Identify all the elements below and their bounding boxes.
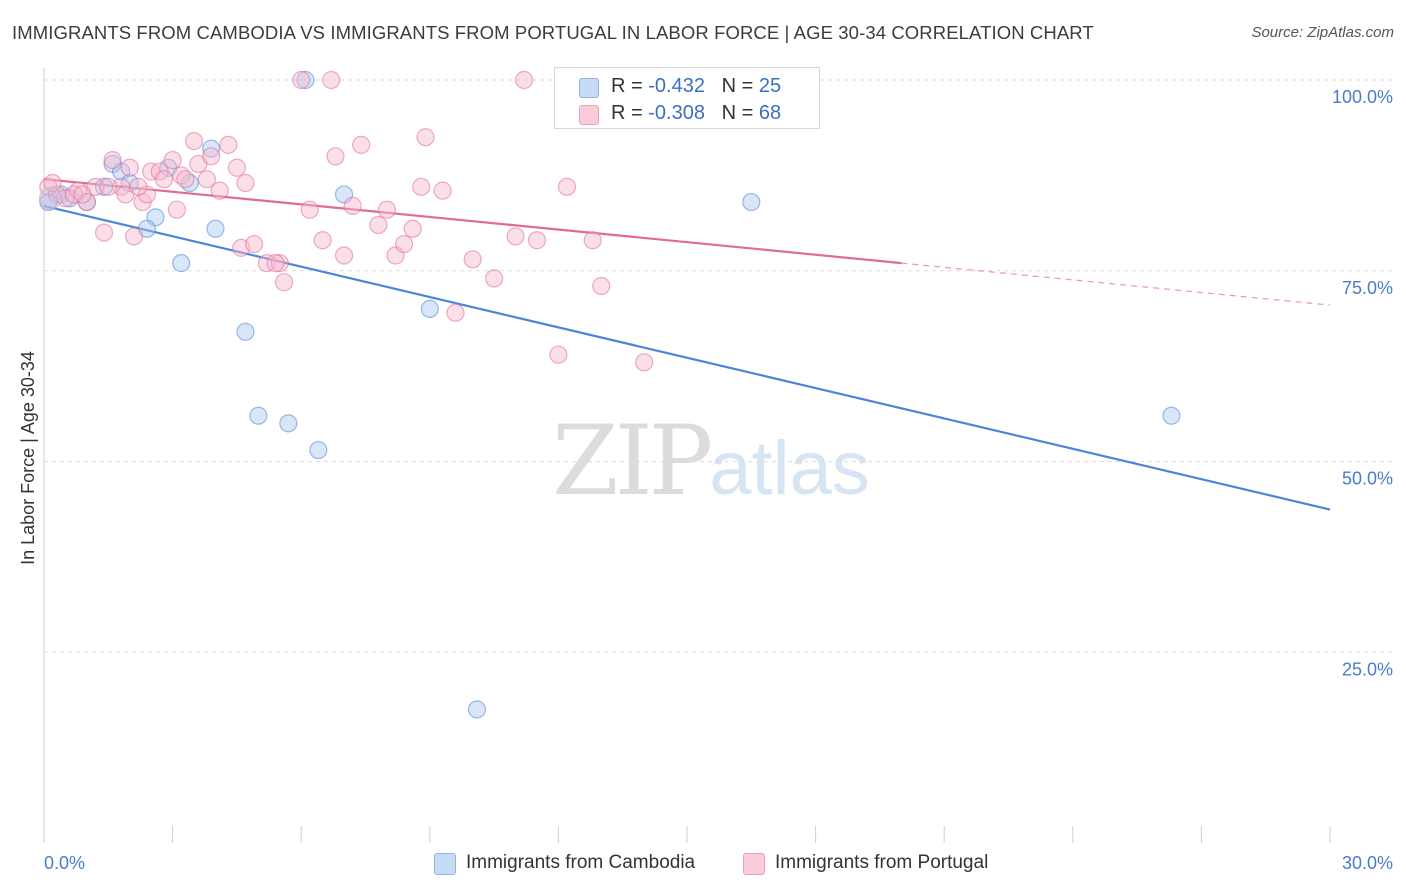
- chart-source: Source: ZipAtlas.com: [1251, 24, 1394, 41]
- n-value: 68: [758, 102, 782, 124]
- n-value: 25: [758, 75, 782, 97]
- legend-swatch-portugal: [579, 105, 599, 125]
- chart-title: IMMIGRANTS FROM CAMBODIA VS IMMIGRANTS F…: [12, 22, 1094, 43]
- cambodia-point: [202, 139, 221, 158]
- portugal-point: [219, 135, 238, 154]
- portugal-point: [274, 273, 294, 292]
- cambodia-point: [1162, 406, 1181, 425]
- portugal-point: [154, 170, 174, 189]
- series-swatch-portugal: [743, 853, 765, 875]
- r-label: R =: [611, 102, 649, 124]
- series-legend: Immigrants from Cambodia Immigrants from…: [0, 851, 1406, 879]
- portugal-point: [416, 128, 435, 147]
- series-label-cambodia: Immigrants from Cambodia: [466, 852, 696, 873]
- tick-labels: 25.0% 50.0% 75.0% 100.0% 0.0% 30.0% In Labor F…: [18, 87, 1393, 873]
- portugal-point: [403, 219, 422, 238]
- y-axis-title: In Labor Force | Age 30-34: [18, 351, 38, 565]
- portugal-point: [244, 234, 264, 254]
- portugal-point: [103, 151, 122, 170]
- r-label: R =: [611, 75, 649, 97]
- portugal-point: [369, 215, 388, 235]
- y-tick-label: 75.0%: [1342, 278, 1393, 298]
- portugal-point: [635, 353, 654, 372]
- portugal-point: [334, 246, 354, 265]
- portugal-point: [326, 147, 345, 166]
- portugal-point: [592, 276, 611, 296]
- n-label: N =: [721, 75, 759, 97]
- portugal-point: [394, 234, 414, 254]
- series-swatch-cambodia: [434, 853, 456, 875]
- portugal-point: [377, 200, 397, 219]
- cambodia-point: [120, 173, 139, 193]
- portugal-point: [129, 177, 148, 196]
- portugal-point: [197, 170, 216, 189]
- n-label: N =: [721, 102, 759, 124]
- portugal-point: [549, 345, 568, 364]
- cambodia-point: [279, 414, 298, 433]
- portugal-trend-extension: [901, 262, 1331, 306]
- cambodia-point: [296, 70, 315, 90]
- portugal-point: [270, 254, 289, 273]
- portugal-point: [506, 227, 525, 246]
- portugal-point: [266, 254, 285, 273]
- portugal-point: [322, 70, 341, 90]
- portugal-point: [163, 151, 182, 170]
- portugal-point: [73, 185, 92, 204]
- portugal-point: [583, 231, 602, 250]
- y-tick-label: 50.0%: [1342, 469, 1393, 489]
- portugal-point: [300, 200, 319, 219]
- portugal-point: [433, 181, 452, 200]
- cambodia-point: [249, 406, 268, 425]
- portugal-point: [313, 231, 332, 250]
- portugal-point: [463, 250, 482, 269]
- portugal-point: [94, 223, 114, 242]
- portugal-trend-line: [43, 178, 902, 265]
- portugal-point: [343, 196, 362, 215]
- portugal-point: [446, 303, 465, 322]
- y-tick-label: 25.0%: [1342, 659, 1393, 679]
- portugal-point: [120, 158, 139, 177]
- legend-stats-portugal: R = -0.308 N = 68: [611, 102, 781, 125]
- cluster-point: [38, 186, 62, 210]
- watermark: ZIPatlas: [552, 405, 870, 517]
- portugal-point: [352, 135, 371, 154]
- portugal-point: [527, 231, 547, 250]
- cambodia-point: [420, 299, 439, 318]
- cambodia-trend-line: [43, 204, 1331, 511]
- portugal-point: [99, 177, 118, 196]
- portugal-point: [184, 131, 204, 151]
- portugal-point: [515, 70, 534, 90]
- trend-lines: [43, 178, 1331, 511]
- r-value: -0.432: [648, 75, 705, 97]
- legend-swatch-cambodia: [579, 78, 599, 98]
- stats-legend: R = -0.432 N = 25 R = -0.308 N = 68: [554, 67, 820, 129]
- legend-stats-cambodia: R = -0.432 N = 25: [611, 75, 781, 98]
- portugal-point: [485, 269, 504, 288]
- portugal-point: [124, 227, 144, 246]
- r-value: -0.308: [648, 102, 705, 124]
- portugal-point: [210, 181, 229, 200]
- portugal-point: [236, 173, 255, 193]
- series-label-portugal: Immigrants from Portugal: [775, 852, 989, 873]
- portugal-point: [557, 177, 577, 196]
- y-tick-label: 100.0%: [1332, 87, 1393, 107]
- portugal-point: [227, 158, 246, 177]
- watermark-atlas: atlas: [709, 426, 870, 511]
- x-tick-label: 0.0%: [44, 853, 85, 873]
- data-points: [38, 70, 1181, 719]
- portugal-point: [176, 170, 195, 189]
- portugal-point: [412, 177, 431, 196]
- cambodia-point: [742, 192, 761, 212]
- cambodia-point: [236, 322, 255, 341]
- portugal-point: [292, 70, 311, 90]
- cambodia-point: [309, 440, 328, 460]
- portugal-point: [202, 147, 221, 166]
- x-tick-label: 30.0%: [1342, 853, 1393, 873]
- cambodia-point: [206, 219, 225, 238]
- portugal-point: [167, 200, 186, 219]
- cambodia-point: [172, 254, 191, 273]
- cambodia-point: [467, 700, 487, 719]
